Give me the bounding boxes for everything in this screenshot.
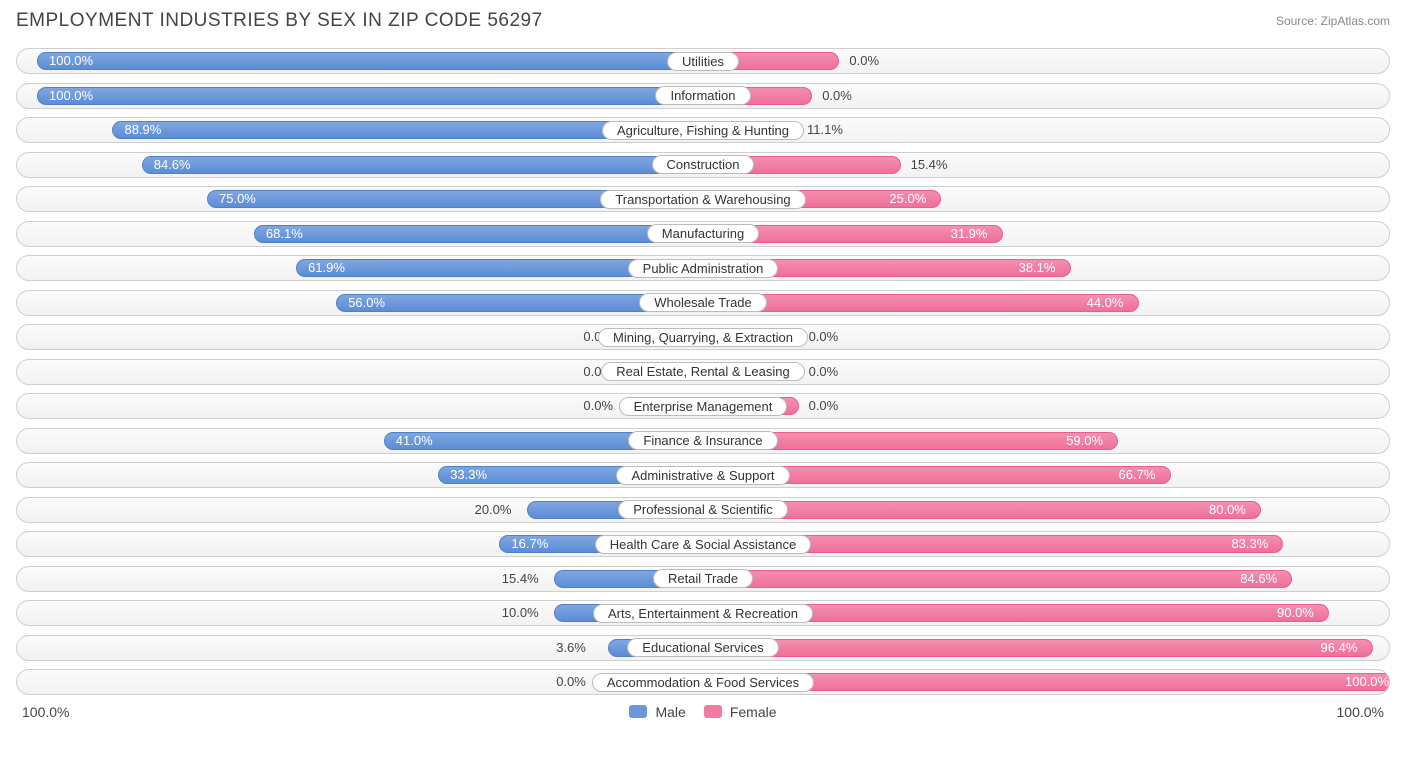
female-value-label: 66.7% [1119,467,1156,482]
legend-male-swatch [629,705,647,718]
axis-right-label: 100.0% [1337,704,1384,720]
male-value-label: 0.0% [556,674,586,689]
male-value-label: 88.9% [124,122,161,137]
chart-row: 84.6% 15.4% Construction [16,152,1390,178]
category-label: Wholesale Trade [639,293,767,312]
male-value-label: 33.3% [450,467,487,482]
male-value-label: 100.0% [49,53,93,68]
female-value-label: 90.0% [1277,605,1314,620]
male-value-label: 3.6% [556,640,586,655]
male-value-label: 68.1% [266,226,303,241]
male-bar [142,156,717,174]
female-bar [717,501,1261,519]
female-value-label: 80.0% [1209,502,1246,517]
chart-row: 3.6% 96.4% Educational Services [16,635,1390,661]
chart-row: 68.1% 31.9% Manufacturing [16,221,1390,247]
legend-female: Female [704,704,777,720]
axis-left-label: 100.0% [22,704,69,720]
female-value-label: 25.0% [889,191,926,206]
male-value-label: 0.0% [583,398,613,413]
category-label: Finance & Insurance [628,431,777,450]
male-bar [37,52,717,70]
chart-row: 88.9% 11.1%Agriculture, Fishing & Hunting [16,117,1390,143]
category-label: Public Administration [628,259,779,278]
male-value-label: 20.0% [475,502,512,517]
female-bar [717,294,1139,312]
category-label: Information [655,86,750,105]
category-label: Real Estate, Rental & Leasing [601,362,804,381]
category-label: Transportation & Warehousing [600,190,805,209]
category-label: Enterprise Management [619,397,788,416]
female-value-label: 11.1% [807,122,843,137]
male-value-label: 10.0% [502,605,539,620]
chart-row: 0.0%0.0%Real Estate, Rental & Leasing [16,359,1390,385]
legend: Male Female [629,704,776,720]
chart-row: 0.0% 0.0% Enterprise Management [16,393,1390,419]
male-bar [37,87,717,105]
female-value-label: 44.0% [1087,295,1124,310]
male-value-label: 15.4% [502,571,539,586]
diverging-bar-chart: 100.0% 0.0% Utilities 100.0% 0.0% Information… [16,48,1390,695]
chart-row: 75.0% 25.0% Transportation & Warehousing [16,186,1390,212]
chart-row: 100.0% 0.0% Utilities [16,48,1390,74]
female-value-label: 0.0% [809,364,839,379]
category-label: Construction [652,155,755,174]
category-label: Administrative & Support [616,466,789,485]
chart-row: 33.3% 66.7% Administrative & Support [16,462,1390,488]
male-value-label: 61.9% [308,260,345,275]
female-bar [717,570,1292,588]
chart-title: EMPLOYMENT INDUSTRIES BY SEX IN ZIP CODE… [16,10,543,32]
female-value-label: 31.9% [951,226,988,241]
female-value-label: 38.1% [1019,260,1056,275]
female-bar [717,639,1373,657]
female-value-label: 100.0% [1345,674,1389,689]
male-value-label: 16.7% [511,536,548,551]
x-axis: 100.0% Male Female 100.0% [16,704,1390,720]
category-label: Professional & Scientific [618,500,787,519]
male-value-label: 100.0% [49,88,93,103]
chart-row: 61.9% 38.1% Public Administration [16,255,1390,281]
chart-row: 56.0% 44.0% Wholesale Trade [16,290,1390,316]
category-label: Agriculture, Fishing & Hunting [602,121,804,140]
female-value-label: 96.4% [1321,640,1358,655]
category-label: Retail Trade [653,569,753,588]
category-label: Mining, Quarrying, & Extraction [598,328,808,347]
female-value-label: 0.0% [809,329,839,344]
female-value-label: 84.6% [1240,571,1277,586]
legend-male: Male [629,704,685,720]
category-label: Health Care & Social Assistance [595,535,811,554]
male-value-label: 56.0% [348,295,385,310]
female-value-label: 0.0% [822,88,852,103]
chart-row: 16.7% 83.3% Health Care & Social Assistanc… [16,531,1390,557]
female-value-label: 0.0% [809,398,839,413]
female-value-label: 0.0% [849,53,879,68]
chart-row: 15.4% 84.6% Retail Trade [16,566,1390,592]
chart-row: 0.0% 100.0% Accommodation & Food Services [16,669,1390,695]
source-attribution: Source: ZipAtlas.com [1276,10,1390,28]
category-label: Accommodation & Food Services [592,673,814,692]
chart-row: 41.0% 59.0% Finance & Insurance [16,428,1390,454]
chart-row: 10.0% 90.0% Arts, Entertainment & Recreati… [16,600,1390,626]
category-label: Arts, Entertainment & Recreation [593,604,813,623]
category-label: Utilities [667,52,739,71]
female-bar [717,673,1390,691]
female-value-label: 83.3% [1231,536,1268,551]
category-label: Educational Services [627,638,778,657]
male-value-label: 84.6% [154,157,191,172]
female-value-label: 59.0% [1066,433,1103,448]
female-value-label: 15.4% [911,157,948,172]
chart-row: 0.0%0.0%Mining, Quarrying, & Extraction [16,324,1390,350]
legend-female-swatch [704,705,722,718]
male-value-label: 75.0% [219,191,256,206]
male-value-label: 41.0% [396,433,433,448]
legend-male-label: Male [655,704,685,720]
category-label: Manufacturing [647,224,759,243]
chart-row: 100.0% 0.0% Information [16,83,1390,109]
chart-row: 20.0% 80.0% Professional & Scientific [16,497,1390,523]
legend-female-label: Female [730,704,777,720]
